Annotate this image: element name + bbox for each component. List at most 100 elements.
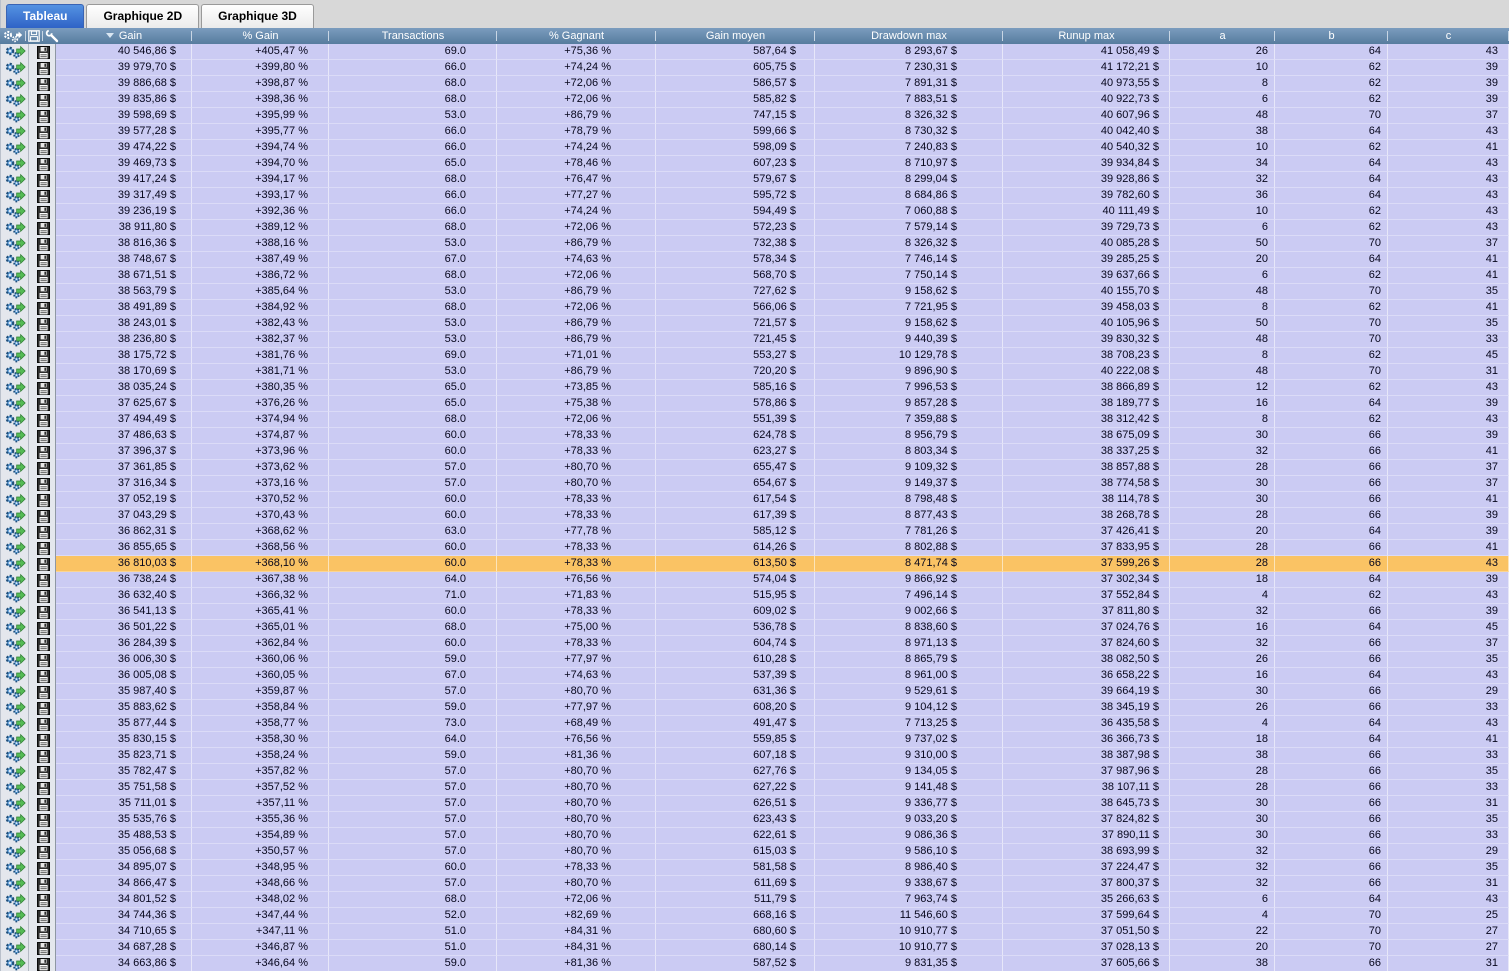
save-row-icon[interactable] — [29, 268, 57, 284]
column-header-runup-max[interactable]: Runup max — [1003, 28, 1170, 44]
run-strategy-icon[interactable] — [1, 76, 29, 92]
run-strategy-icon[interactable] — [1, 380, 29, 396]
table-row[interactable]: 35 711,01 $ +357,11 % 57.0 +80,70 % 626,… — [0, 796, 1509, 812]
table-row[interactable]: 39 598,69 $ +395,99 % 53.0 +86,79 % 747,… — [0, 108, 1509, 124]
run-strategy-icon[interactable] — [1, 620, 29, 636]
run-strategy-icon[interactable] — [1, 460, 29, 476]
save-row-icon[interactable] — [29, 140, 57, 156]
run-strategy-icon[interactable] — [1, 956, 29, 971]
run-strategy-icon[interactable] — [1, 236, 29, 252]
save-row-icon[interactable] — [29, 780, 57, 796]
tab-tableau[interactable]: Tableau — [6, 4, 85, 28]
table-row[interactable]: 38 236,80 $ +382,37 % 53.0 +86,79 % 721,… — [0, 332, 1509, 348]
run-strategy-icon[interactable] — [1, 716, 29, 732]
table-row[interactable]: 34 663,86 $ +346,64 % 59.0 +81,36 % 587,… — [0, 956, 1509, 971]
run-strategy-icon[interactable] — [1, 876, 29, 892]
run-strategy-icon[interactable] — [1, 668, 29, 684]
save-icon[interactable] — [28, 30, 40, 42]
save-row-icon[interactable] — [29, 428, 57, 444]
run-strategy-icon[interactable] — [1, 476, 29, 492]
save-row-icon[interactable] — [29, 604, 57, 620]
table-row[interactable]: 36 541,13 $ +365,41 % 60.0 +78,33 % 609,… — [0, 604, 1509, 620]
run-strategy-icon[interactable] — [1, 124, 29, 140]
table-row[interactable]: 36 855,65 $ +368,56 % 60.0 +78,33 % 614,… — [0, 540, 1509, 556]
table-row[interactable]: 37 494,49 $ +374,94 % 68.0 +72,06 % 551,… — [0, 412, 1509, 428]
run-strategy-icon[interactable] — [1, 556, 29, 572]
column-header-c[interactable]: c — [1388, 28, 1509, 44]
save-row-icon[interactable] — [29, 348, 57, 364]
run-strategy-icon[interactable] — [1, 332, 29, 348]
run-strategy-icon[interactable] — [1, 636, 29, 652]
save-row-icon[interactable] — [29, 508, 57, 524]
save-row-icon[interactable] — [29, 380, 57, 396]
save-row-icon[interactable] — [29, 812, 57, 828]
save-row-icon[interactable] — [29, 524, 57, 540]
save-row-icon[interactable] — [29, 860, 57, 876]
table-row[interactable]: 35 782,47 $ +357,82 % 57.0 +80,70 % 627,… — [0, 764, 1509, 780]
table-row[interactable]: 35 488,53 $ +354,89 % 57.0 +80,70 % 622,… — [0, 828, 1509, 844]
column-header-gain-moyen[interactable]: Gain moyen — [656, 28, 815, 44]
run-strategy-icon[interactable] — [1, 684, 29, 700]
table-row[interactable]: 34 687,28 $ +346,87 % 51.0 +84,31 % 680,… — [0, 940, 1509, 956]
table-row[interactable]: 34 744,36 $ +347,44 % 52.0 +82,69 % 668,… — [0, 908, 1509, 924]
save-row-icon[interactable] — [29, 172, 57, 188]
table-row[interactable]: 39 979,70 $ +399,80 % 66.0 +74,24 % 605,… — [0, 60, 1509, 76]
save-row-icon[interactable] — [29, 540, 57, 556]
table-row[interactable]: 38 170,69 $ +381,71 % 53.0 +86,79 % 720,… — [0, 364, 1509, 380]
save-row-icon[interactable] — [29, 588, 57, 604]
save-row-icon[interactable] — [29, 412, 57, 428]
column-header-drawdown-max[interactable]: Drawdown max — [815, 28, 1003, 44]
save-row-icon[interactable] — [29, 124, 57, 140]
run-strategy-icon[interactable] — [1, 828, 29, 844]
save-row-icon[interactable] — [29, 956, 57, 971]
table-row[interactable]: 35 830,15 $ +358,30 % 64.0 +76,56 % 559,… — [0, 732, 1509, 748]
table-row[interactable]: 36 632,40 $ +366,32 % 71.0 +71,83 % 515,… — [0, 588, 1509, 604]
run-strategy-icon[interactable] — [1, 284, 29, 300]
save-row-icon[interactable] — [29, 908, 57, 924]
run-strategy-icon[interactable] — [1, 924, 29, 940]
table-row[interactable]: 36 005,08 $ +360,05 % 67.0 +74,63 % 537,… — [0, 668, 1509, 684]
run-strategy-icon[interactable] — [1, 604, 29, 620]
run-strategy-icon[interactable] — [1, 860, 29, 876]
save-row-icon[interactable] — [29, 204, 57, 220]
save-row-icon[interactable] — [29, 364, 57, 380]
save-row-icon[interactable] — [29, 652, 57, 668]
run-strategy-icon[interactable] — [1, 492, 29, 508]
run-strategy-icon[interactable] — [1, 892, 29, 908]
column-header-pct-gagnant[interactable]: % Gagnant — [497, 28, 656, 44]
save-row-icon[interactable] — [29, 236, 57, 252]
table-row[interactable]: 38 491,89 $ +384,92 % 68.0 +72,06 % 566,… — [0, 300, 1509, 316]
save-row-icon[interactable] — [29, 76, 57, 92]
save-row-icon[interactable] — [29, 716, 57, 732]
table-row[interactable]: 38 175,72 $ +381,76 % 69.0 +71,01 % 553,… — [0, 348, 1509, 364]
save-row-icon[interactable] — [29, 700, 57, 716]
run-strategy-icon[interactable] — [1, 300, 29, 316]
run-strategy-icon[interactable] — [1, 540, 29, 556]
table-row[interactable]: 34 866,47 $ +348,66 % 57.0 +80,70 % 611,… — [0, 876, 1509, 892]
run-strategy-icon[interactable] — [1, 44, 29, 60]
table-row[interactable]: 36 501,22 $ +365,01 % 68.0 +75,00 % 536,… — [0, 620, 1509, 636]
table-row[interactable]: 39 317,49 $ +393,17 % 66.0 +77,27 % 595,… — [0, 188, 1509, 204]
table-row[interactable]: 35 877,44 $ +358,77 % 73.0 +68,49 % 491,… — [0, 716, 1509, 732]
run-strategy-icon[interactable] — [1, 764, 29, 780]
save-row-icon[interactable] — [29, 284, 57, 300]
run-strategy-icon[interactable] — [1, 268, 29, 284]
save-row-icon[interactable] — [29, 572, 57, 588]
column-header-transactions[interactable]: Transactions — [329, 28, 497, 44]
save-row-icon[interactable] — [29, 444, 57, 460]
save-row-icon[interactable] — [29, 332, 57, 348]
table-row[interactable]: 39 577,28 $ +395,77 % 66.0 +78,79 % 599,… — [0, 124, 1509, 140]
run-strategy-icon[interactable] — [1, 700, 29, 716]
table-row[interactable]: 38 911,80 $ +389,12 % 68.0 +72,06 % 572,… — [0, 220, 1509, 236]
save-row-icon[interactable] — [29, 556, 57, 572]
run-strategy-icon[interactable] — [1, 364, 29, 380]
save-row-icon[interactable] — [29, 460, 57, 476]
save-row-icon[interactable] — [29, 684, 57, 700]
save-row-icon[interactable] — [29, 748, 57, 764]
table-row[interactable]: 37 486,63 $ +374,87 % 60.0 +78,33 % 624,… — [0, 428, 1509, 444]
save-row-icon[interactable] — [29, 764, 57, 780]
save-row-icon[interactable] — [29, 732, 57, 748]
run-strategy-icon[interactable] — [1, 316, 29, 332]
save-row-icon[interactable] — [29, 44, 57, 60]
table-row[interactable]: 38 243,01 $ +382,43 % 53.0 +86,79 % 721,… — [0, 316, 1509, 332]
